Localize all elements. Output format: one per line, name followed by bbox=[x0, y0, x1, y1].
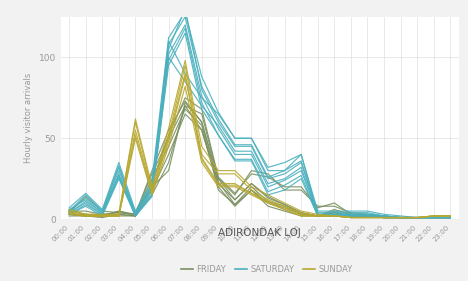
Y-axis label: Hourly visitor arrivals: Hourly visitor arrivals bbox=[24, 73, 33, 163]
Legend: FRIDAY, SATURDAY, SUNDAY: FRIDAY, SATURDAY, SUNDAY bbox=[177, 261, 356, 277]
Text: ADIRONDAK LOJ: ADIRONDAK LOJ bbox=[218, 228, 301, 238]
